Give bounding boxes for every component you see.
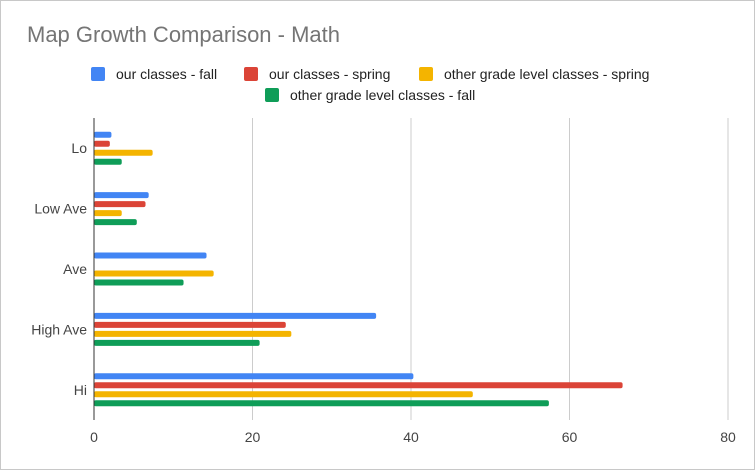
bar[interactable] — [94, 400, 549, 407]
y-category-label: Low Ave — [34, 201, 87, 217]
bar[interactable] — [94, 330, 292, 337]
gridlines — [252, 118, 729, 420]
bar[interactable] — [94, 149, 153, 156]
bar[interactable] — [94, 219, 137, 226]
bars — [94, 131, 623, 407]
y-category-label: High Ave — [31, 321, 87, 337]
legend-item-our-classes-spring[interactable]: our classes - spring — [244, 65, 390, 83]
x-tick-label: 40 — [403, 429, 419, 445]
bar[interactable] — [94, 321, 286, 328]
bar[interactable] — [94, 210, 122, 217]
x-tick-label: 0 — [90, 429, 98, 445]
legend-item-other-grade-spring[interactable]: other grade level classes - spring — [419, 65, 649, 83]
bar[interactable] — [94, 339, 260, 346]
bar[interactable] — [94, 312, 377, 319]
x-tick-label: 60 — [562, 429, 578, 445]
legend-swatch-green — [265, 88, 279, 102]
legend-label: our classes - spring — [269, 66, 391, 82]
y-category-label: Hi — [74, 382, 87, 398]
x-tick-labels: 0 20 40 60 80 — [90, 429, 736, 445]
x-tick-label: 80 — [720, 429, 736, 445]
legend-swatch-blue — [91, 67, 105, 81]
legend-label: other grade level classes - spring — [444, 66, 650, 82]
x-tick-label: 20 — [245, 429, 261, 445]
legend-label: our classes - fall — [116, 66, 218, 82]
bar[interactable] — [94, 158, 122, 165]
bar[interactable] — [94, 131, 112, 138]
y-category-label: Lo — [71, 140, 87, 156]
legend-item-other-grade-fall[interactable]: other grade level classes - fall — [265, 86, 475, 104]
y-category-label: Ave — [63, 261, 87, 277]
bar[interactable] — [94, 279, 184, 286]
bar[interactable] — [94, 192, 149, 199]
legend-swatch-red — [244, 67, 258, 81]
chart-title: Map Growth Comparison - Math — [27, 22, 340, 47]
bar[interactable] — [94, 270, 214, 277]
bar[interactable] — [94, 373, 414, 380]
bar[interactable] — [94, 391, 473, 398]
legend-item-our-classes-fall[interactable]: our classes - fall — [91, 65, 217, 83]
bar[interactable] — [94, 252, 207, 259]
bar[interactable] — [94, 382, 623, 389]
legend-label: other grade level classes - fall — [290, 87, 476, 103]
y-category-labels: Lo Low Ave Ave High Ave Hi — [31, 140, 87, 398]
bar[interactable] — [94, 201, 146, 208]
legend-swatch-yellow — [419, 67, 433, 81]
bar[interactable] — [94, 140, 110, 147]
